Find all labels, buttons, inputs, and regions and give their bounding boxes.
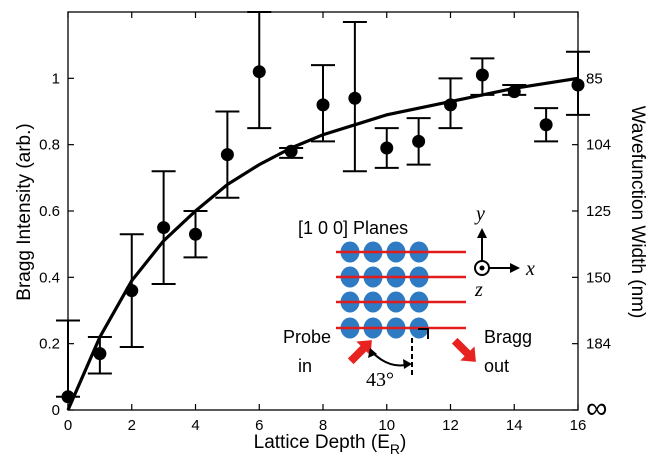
y-arrowhead xyxy=(477,228,487,238)
probe-label-2: in xyxy=(298,356,312,376)
data-point-15 xyxy=(539,118,553,132)
y-tick-label-4: 0.8 xyxy=(39,137,60,154)
y2-tick-label-3: 150 xyxy=(586,269,611,286)
x-axis-title: Lattice Depth (ER) xyxy=(254,432,407,457)
x-tick-label-0: 0 xyxy=(64,417,72,434)
right-angle-mark xyxy=(418,328,429,339)
data-point-11 xyxy=(412,134,426,148)
angle-arc-arrowhead xyxy=(368,348,377,358)
y2-tick-label-4: 184 xyxy=(586,336,611,353)
data-point-group-4 xyxy=(183,210,208,259)
y-tick-label-1: 0.2 xyxy=(39,336,60,353)
x-arrowhead xyxy=(510,263,520,273)
data-point-group-5 xyxy=(215,110,240,199)
data-point-group-15 xyxy=(534,107,559,143)
probe-label-1: Probe xyxy=(283,327,331,347)
bragg-label-2: out xyxy=(484,356,509,376)
data-layer xyxy=(56,11,590,411)
data-point-9 xyxy=(348,91,362,105)
lattice-inset: [1 0 0] Planes y x z Probe in Bragg out xyxy=(283,203,535,391)
data-point-group-10 xyxy=(374,127,399,169)
data-point-group-6 xyxy=(247,11,272,130)
y2-tick-label-5: ∞ xyxy=(586,392,607,425)
data-point-group-0 xyxy=(56,319,80,404)
data-point-group-14 xyxy=(502,83,527,99)
x-tick-label-12: 12 xyxy=(442,417,459,434)
z-axis-out-dot xyxy=(479,265,485,271)
data-point-10 xyxy=(380,141,394,155)
data-point-14 xyxy=(507,85,521,99)
data-point-1 xyxy=(93,347,107,361)
lattice-atoms xyxy=(336,241,466,339)
data-point-group-8 xyxy=(311,64,335,143)
probe-arrow-icon xyxy=(347,340,372,365)
y-tick-label-5: 1 xyxy=(52,70,60,87)
axis-label-y: y xyxy=(474,203,485,225)
x-axis-title-main: Lattice Depth (E xyxy=(254,432,390,453)
x-axis-title-end: ) xyxy=(400,432,406,453)
data-point-6 xyxy=(252,65,266,79)
data-point-group-12 xyxy=(438,77,463,130)
coordinate-axes: y x z xyxy=(474,203,535,301)
y2-tick-label-2: 125 xyxy=(586,203,611,220)
data-point-group-11 xyxy=(406,117,431,166)
data-point-13 xyxy=(475,68,489,82)
x-tick-label-4: 4 xyxy=(191,417,199,434)
data-point-16 xyxy=(571,78,585,92)
data-point-group-13 xyxy=(470,57,495,96)
axis-label-z: z xyxy=(474,279,483,301)
data-point-2 xyxy=(125,284,139,298)
y2-tick-label-1: 104 xyxy=(586,137,611,154)
data-point-7 xyxy=(284,144,298,158)
data-point-5 xyxy=(220,148,234,162)
bragg-arrow-icon xyxy=(451,337,476,362)
axis-label-x: x xyxy=(525,258,535,280)
data-point-group-1 xyxy=(87,336,112,375)
data-point-3 xyxy=(157,221,171,235)
y2-tick-label-0: 85 xyxy=(586,70,603,87)
y2-axis-title: Wavefunction Width (nm) xyxy=(627,106,648,319)
bragg-arrow-shape xyxy=(451,337,476,362)
y-tick-label-0: 0 xyxy=(52,402,60,419)
data-point-0 xyxy=(61,390,75,404)
angle-label: 43° xyxy=(366,369,394,391)
data-point-12 xyxy=(444,98,457,112)
y-axis-title: Bragg Intensity (arb.) xyxy=(14,123,35,300)
angle-arc-arrowhead-end xyxy=(403,359,412,369)
x-tick-label-16: 16 xyxy=(570,417,587,434)
data-point-group-9 xyxy=(342,20,367,173)
data-point-group-3 xyxy=(151,170,176,285)
x-tick-label-2: 2 xyxy=(128,417,136,434)
x-tick-label-10: 10 xyxy=(378,417,395,434)
data-point-8 xyxy=(316,98,330,112)
x-axis-title-sub: R xyxy=(390,441,400,457)
x-tick-label-14: 14 xyxy=(506,417,523,434)
probe-arrow-shape xyxy=(347,340,372,365)
y-tick-label-2: 0.4 xyxy=(39,269,60,286)
inset-title: [1 0 0] Planes xyxy=(298,218,408,238)
bragg-label-1: Bragg xyxy=(484,327,532,347)
data-point-group-16 xyxy=(566,50,590,116)
data-point-group-7 xyxy=(279,144,304,159)
x-tick-label-8: 8 xyxy=(319,417,327,434)
data-point-4 xyxy=(189,227,202,241)
y-tick-label-3: 0.6 xyxy=(39,203,60,220)
axes: 0 2 4 6 8 10 12 14 16 0 0.2 0.4 0.6 0.8 1 85 104 125 150 18… xyxy=(39,11,611,434)
data-point-group-2 xyxy=(119,233,144,348)
x-tick-label-6: 6 xyxy=(255,417,263,434)
